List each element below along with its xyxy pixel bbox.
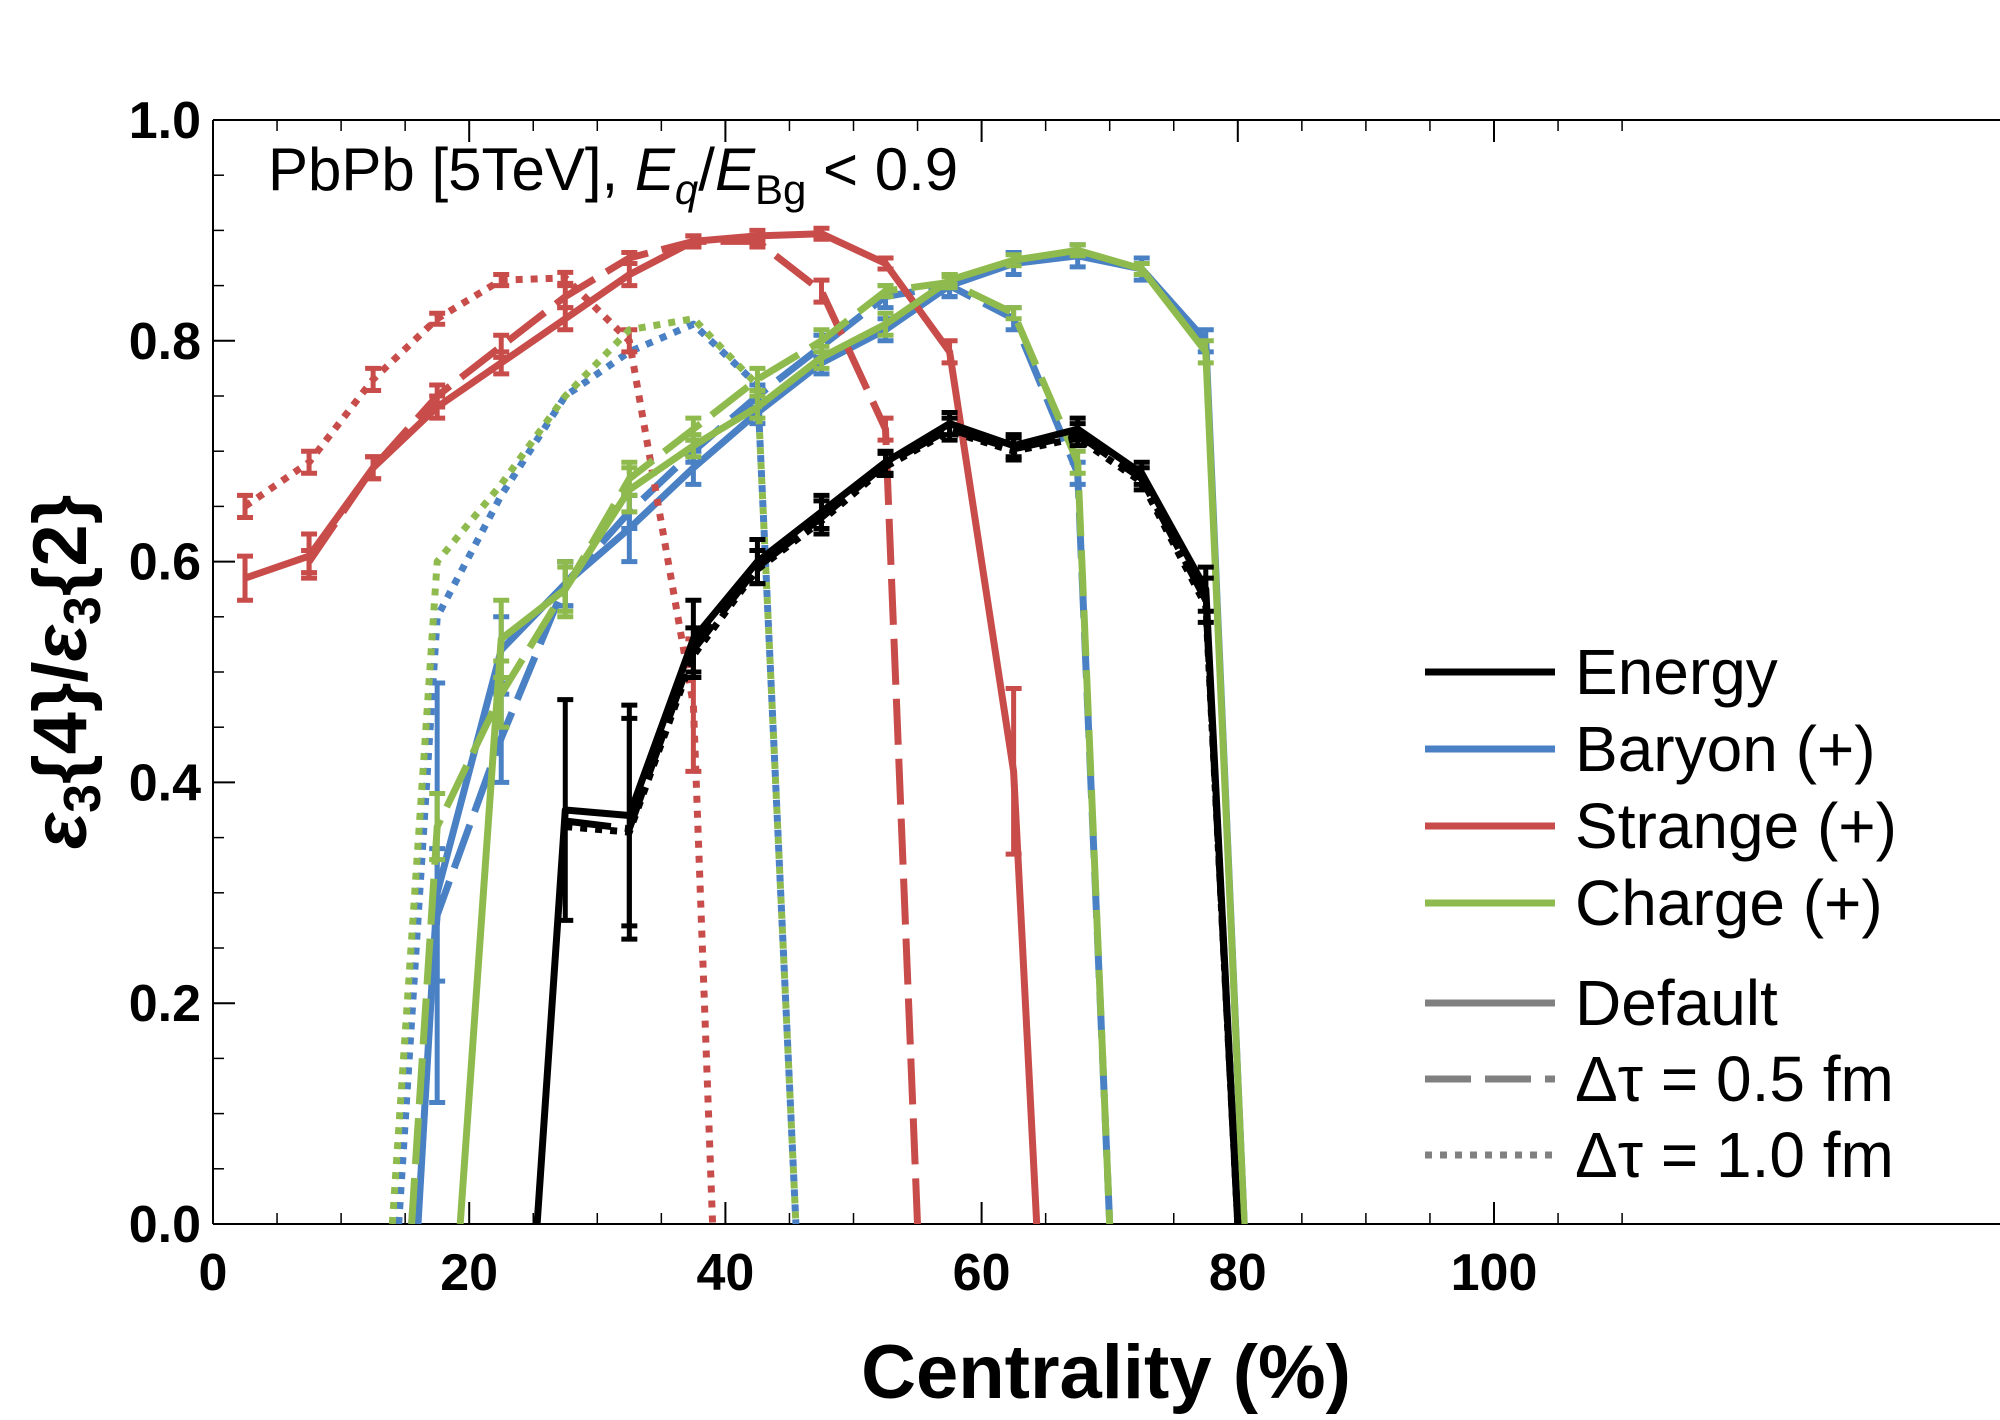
y-axis-title: ε3{4}/ε3{2} [18, 495, 112, 850]
x-tick-label: 100 [1451, 1244, 1538, 1302]
legend-label: Baryon (+) [1575, 713, 1876, 785]
x-tick-label: 80 [1209, 1244, 1267, 1302]
y-tick-label: 1.0 [129, 92, 201, 150]
legend-style-label: Default [1575, 967, 1778, 1039]
annotation-label: PbPb [5TeV], Eq/EBg < 0.9 [268, 136, 958, 213]
series-line [395, 320, 800, 1224]
y-tick-label: 0.6 [129, 534, 201, 592]
legend-label: Charge (+) [1575, 867, 1883, 939]
series-line [388, 315, 800, 1224]
legend-label: Strange (+) [1575, 790, 1897, 862]
series-group [237, 225, 1248, 1224]
legend-style-label: Δτ = 0.5 fm [1575, 1043, 1894, 1115]
y-tick-label: 0.0 [129, 1196, 201, 1254]
y-tick-label: 0.2 [129, 975, 201, 1033]
series-charge--0-5-fm [408, 274, 1114, 1224]
x-axis-title: Centrality (%) [861, 1330, 1351, 1415]
x-tick-label: 0 [199, 1244, 228, 1302]
series-strange--0-5-fm [301, 233, 921, 1224]
series-baryon--1-0-fm [395, 320, 800, 1224]
series-charge--1-0-fm [388, 315, 800, 1224]
y-tick-label: 0.8 [129, 313, 201, 371]
x-tick-label: 20 [440, 1244, 498, 1302]
series-energy--1-0-fm [565, 427, 1242, 1224]
series-line [565, 427, 1242, 1224]
legend-label: Energy [1575, 636, 1778, 708]
legend-style-label: Δτ = 1.0 fm [1575, 1119, 1894, 1191]
axis-ticks: 0 20 40 60 80 100 0.0 0.2 0.4 0.6 0.8 1.0 [129, 92, 1623, 1302]
y-tick-label: 0.4 [129, 754, 201, 812]
x-tick-label: 40 [696, 1244, 754, 1302]
x-tick-label: 60 [953, 1244, 1011, 1302]
